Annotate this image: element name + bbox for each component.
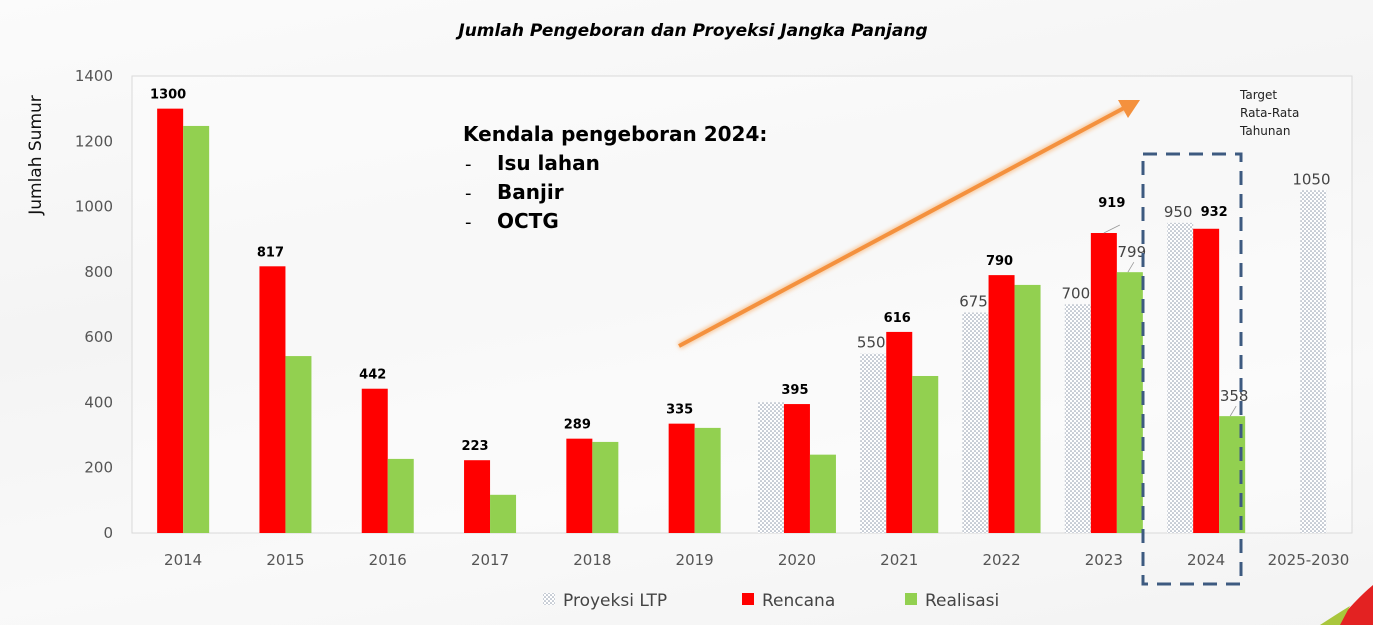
- y-tick-label: 200: [84, 459, 113, 477]
- data-label-rencana: 442: [359, 368, 386, 383]
- y-axis-label: Jumlah Sumur: [26, 95, 46, 216]
- x-tick-label: 2017: [471, 551, 509, 569]
- note-item: Isu lahan: [497, 151, 600, 175]
- data-label-proyeksi: 950: [1164, 203, 1193, 221]
- note-title: Kendala pengeboran 2024:: [463, 122, 767, 146]
- x-tick-label: 2019: [676, 551, 714, 569]
- note-item: OCTG: [497, 209, 559, 233]
- bar-rencana: [1090, 233, 1117, 533]
- target-note-line: Rata-Rata: [1240, 106, 1299, 120]
- y-tick-label: 1200: [75, 132, 113, 150]
- corner-decoration: [1320, 585, 1373, 625]
- bar-rencana: [1193, 228, 1220, 534]
- x-tick-label: 2016: [369, 551, 407, 569]
- bar-realisasi: [912, 375, 939, 533]
- y-tick-label: 800: [84, 263, 113, 281]
- trend-arrow: [677, 100, 1140, 350]
- bar-realisasi: [490, 494, 517, 533]
- x-tick-label: 2024: [1187, 551, 1225, 569]
- bar-realisasi: [183, 125, 210, 533]
- legend: Proyeksi LTP Rencana Realisasi: [543, 591, 999, 611]
- leader-line: [1229, 405, 1237, 417]
- bars: [157, 108, 1327, 534]
- bar-rencana: [464, 460, 491, 533]
- bar-realisasi: [285, 356, 312, 533]
- x-tick-label: 2023: [1085, 551, 1123, 569]
- bar-rencana: [668, 423, 695, 533]
- note-bullet: -: [465, 154, 472, 175]
- data-label-rencana: 919: [1098, 196, 1125, 211]
- bar-realisasi: [592, 441, 619, 533]
- data-label-rencana: 395: [781, 383, 808, 398]
- x-tick-label: 2021: [880, 551, 918, 569]
- x-tick-label: 2015: [266, 551, 304, 569]
- y-tick-label: 400: [84, 393, 113, 411]
- bar-rencana: [259, 266, 286, 533]
- bar-realisasi: [387, 458, 414, 533]
- data-label-rencana: 932: [1201, 205, 1228, 220]
- data-label-rencana: 335: [666, 403, 693, 418]
- note-bullet: -: [465, 212, 472, 233]
- leader-line: [1103, 224, 1121, 234]
- legend-label-proyeksi[interactable]: Proyeksi LTP: [563, 591, 667, 611]
- target-note: Target Rata-Rata Tahunan: [1239, 88, 1299, 138]
- bar-realisasi: [694, 427, 721, 533]
- bar-proyeksi-ltp: [860, 353, 887, 533]
- plot-area: [131, 75, 1353, 534]
- bar-rencana: [783, 404, 810, 533]
- data-label-proyeksi: 675: [959, 293, 988, 311]
- x-tick-label: 2025-2030: [1268, 551, 1350, 569]
- x-tick-label: 2022: [982, 551, 1020, 569]
- data-label-proyeksi: 1050: [1292, 170, 1330, 188]
- bar-rencana: [157, 108, 184, 534]
- bar-realisasi: [1116, 272, 1143, 533]
- data-label-rencana: 289: [564, 418, 591, 433]
- bar-proyeksi-ltp: [757, 402, 784, 533]
- legend-swatch-realisasi: [905, 593, 917, 605]
- bar-realisasi: [1014, 284, 1041, 533]
- data-label-proyeksi: 550: [857, 333, 886, 351]
- data-label-realisasi: 358: [1220, 387, 1249, 405]
- x-tick-label: 2014: [164, 551, 202, 569]
- data-label-rencana: 817: [257, 245, 284, 260]
- bar-rencana: [361, 388, 388, 533]
- legend-label-rencana[interactable]: Rencana: [762, 591, 835, 611]
- y-tick-label: 600: [84, 328, 113, 346]
- y-tick-label: 0: [103, 524, 113, 542]
- leader-line: [1127, 261, 1135, 273]
- bar-proyeksi-ltp: [1064, 304, 1091, 533]
- data-label-rencana: 1300: [150, 88, 186, 103]
- legend-swatch-rencana: [742, 593, 754, 605]
- data-label-realisasi: 799: [1118, 243, 1147, 261]
- y-tick-label: 1000: [75, 198, 113, 216]
- bar-rencana: [988, 275, 1015, 533]
- legend-swatch-proyeksi: [543, 593, 555, 605]
- target-note-line: Target: [1239, 88, 1277, 102]
- bar-rencana: [886, 331, 913, 533]
- data-label-proyeksi: 700: [1062, 285, 1091, 303]
- chart-title: Jumlah Pengeboran dan Proyeksi Jangka Pa…: [455, 21, 927, 41]
- bar-proyeksi-ltp: [1300, 190, 1327, 533]
- legend-label-realisasi[interactable]: Realisasi: [925, 591, 999, 611]
- x-tick-label: 2020: [778, 551, 816, 569]
- y-tick-label: 1400: [75, 67, 113, 85]
- target-note-line: Tahunan: [1239, 124, 1290, 138]
- x-axis-ticks: 2014 2015 2016 2017 2018 2019 2020 2021 2022 2023…: [164, 551, 1349, 569]
- highlight-box-2024: [1141, 152, 1243, 586]
- data-label-rencana: 223: [461, 439, 488, 454]
- note-bullet: -: [465, 183, 472, 204]
- note-item: Banjir: [497, 180, 564, 204]
- bar-rencana: [566, 438, 593, 533]
- bar-realisasi: [809, 454, 836, 533]
- y-axis-ticks: 0 200 400 600 800 1000 1200 1400: [75, 67, 113, 542]
- x-tick-label: 2018: [573, 551, 611, 569]
- constraints-note: Kendala pengeboran 2024: - Isu lahan - B…: [463, 122, 767, 233]
- data-label-rencana: 616: [884, 311, 911, 326]
- data-label-rencana: 790: [986, 254, 1013, 269]
- bar-proyeksi-ltp: [1167, 222, 1194, 533]
- bar-proyeksi-ltp: [962, 312, 989, 533]
- data-labels: 1300 817 442 223 289 335 395 550 616 675 790 700 919…: [150, 88, 1330, 455]
